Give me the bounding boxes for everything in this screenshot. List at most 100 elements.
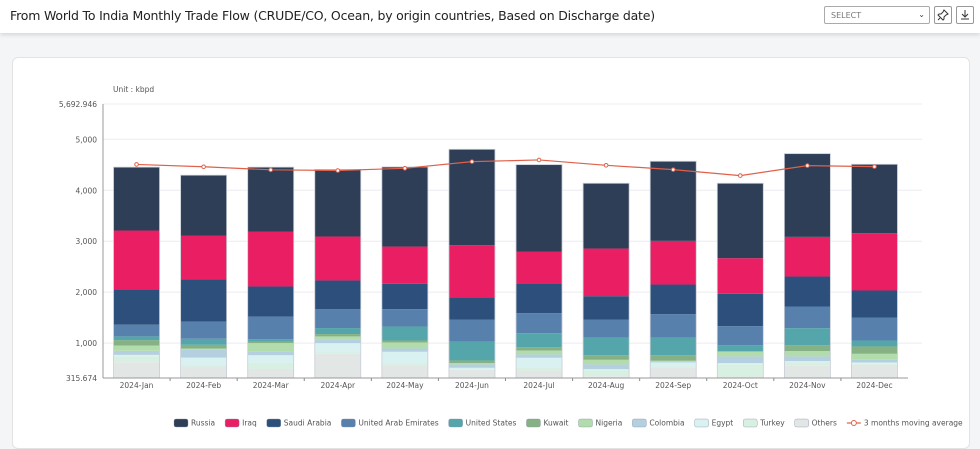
bar-segment-colombia[interactable] bbox=[650, 361, 697, 363]
bar-segment-colombia[interactable] bbox=[180, 349, 227, 358]
bar-segment-others[interactable] bbox=[583, 376, 630, 394]
bar-segment-united-arab-emirates[interactable] bbox=[180, 321, 227, 339]
bar-segment-colombia[interactable] bbox=[516, 354, 563, 358]
bar-segment-russia[interactable] bbox=[247, 167, 294, 232]
bar-segment-egypt[interactable] bbox=[851, 362, 898, 364]
bar-segment-colombia[interactable] bbox=[851, 359, 898, 363]
bar-segment-saudi-arabia[interactable] bbox=[583, 296, 630, 320]
bar-segment-egypt[interactable] bbox=[650, 362, 697, 367]
bar-segment-kuwait[interactable] bbox=[851, 346, 898, 354]
bar-segment-egypt[interactable] bbox=[381, 351, 428, 364]
bar-segment-united-arab-emirates[interactable] bbox=[113, 324, 160, 337]
bar-segment-egypt[interactable] bbox=[314, 343, 361, 353]
bar-segment-iraq[interactable] bbox=[784, 236, 831, 277]
bar-segment-colombia[interactable] bbox=[448, 364, 495, 368]
bar-segment-russia[interactable] bbox=[650, 161, 697, 241]
bar-segment-russia[interactable] bbox=[516, 164, 563, 252]
bar-segment-iraq[interactable] bbox=[583, 248, 630, 297]
bar-segment-colombia[interactable] bbox=[583, 364, 630, 370]
bar-segment-saudi-arabia[interactable] bbox=[448, 297, 495, 320]
bar-segment-iraq[interactable] bbox=[180, 235, 227, 280]
bar-segment-nigeria[interactable] bbox=[583, 359, 630, 365]
bar-segment-others[interactable] bbox=[113, 362, 160, 394]
bar-segment-saudi-arabia[interactable] bbox=[650, 284, 697, 315]
bar-segment-nigeria[interactable] bbox=[650, 360, 697, 362]
bar-segment-iraq[interactable] bbox=[113, 230, 160, 290]
bar-segment-nigeria[interactable] bbox=[717, 351, 764, 357]
bar-segment-russia[interactable] bbox=[448, 149, 495, 246]
bar-segment-nigeria[interactable] bbox=[180, 348, 227, 350]
bar-segment-united-states[interactable] bbox=[314, 328, 361, 335]
bar-segment-kuwait[interactable] bbox=[516, 347, 563, 351]
bar-segment-others[interactable] bbox=[247, 368, 294, 394]
bar-segment-russia[interactable] bbox=[851, 164, 898, 234]
bar-segment-kuwait[interactable] bbox=[583, 355, 630, 360]
bar-segment-egypt[interactable] bbox=[113, 354, 160, 357]
bar-segment-russia[interactable] bbox=[314, 169, 361, 237]
bar-segment-kuwait[interactable] bbox=[717, 351, 764, 352]
bar-segment-iraq[interactable] bbox=[851, 233, 898, 291]
bar-segment-united-states[interactable] bbox=[851, 340, 898, 347]
bar-segment-egypt[interactable] bbox=[448, 367, 495, 370]
bar-segment-egypt[interactable] bbox=[247, 355, 294, 363]
bar-segment-iraq[interactable] bbox=[448, 245, 495, 298]
bar-segment-saudi-arabia[interactable] bbox=[381, 283, 428, 310]
pin-button[interactable] bbox=[934, 6, 952, 24]
bar-segment-colombia[interactable] bbox=[381, 348, 428, 352]
bar-segment-united-arab-emirates[interactable] bbox=[314, 309, 361, 329]
bar-segment-united-arab-emirates[interactable] bbox=[583, 319, 630, 338]
bar-segment-egypt[interactable] bbox=[717, 363, 764, 365]
bar-segment-others[interactable] bbox=[851, 364, 898, 394]
bar-segment-colombia[interactable] bbox=[247, 351, 294, 356]
bar-segment-united-arab-emirates[interactable] bbox=[516, 313, 563, 334]
bar-segment-united-states[interactable] bbox=[784, 328, 831, 346]
bar-segment-turkey[interactable] bbox=[583, 370, 630, 377]
bar-segment-others[interactable] bbox=[448, 369, 495, 394]
bar-segment-iraq[interactable] bbox=[314, 236, 361, 281]
bar-segment-united-states[interactable] bbox=[381, 326, 428, 341]
bar-segment-nigeria[interactable] bbox=[448, 363, 495, 365]
bar-segment-others[interactable] bbox=[381, 365, 428, 394]
bar-segment-saudi-arabia[interactable] bbox=[516, 283, 563, 314]
bar-segment-russia[interactable] bbox=[583, 183, 630, 249]
bar-segment-colombia[interactable] bbox=[314, 339, 361, 344]
bar-segment-nigeria[interactable] bbox=[113, 345, 160, 351]
bar-segment-kuwait[interactable] bbox=[381, 340, 428, 343]
download-button[interactable] bbox=[956, 6, 974, 24]
bar-segment-saudi-arabia[interactable] bbox=[180, 279, 227, 322]
bar-segment-russia[interactable] bbox=[113, 167, 160, 231]
bar-segment-others[interactable] bbox=[717, 376, 764, 394]
bar-segment-kuwait[interactable] bbox=[180, 344, 227, 349]
bar-segment-iraq[interactable] bbox=[717, 258, 764, 294]
bar-segment-turkey[interactable] bbox=[381, 363, 428, 366]
bar-segment-saudi-arabia[interactable] bbox=[113, 289, 160, 325]
bar-segment-united-arab-emirates[interactable] bbox=[784, 306, 831, 329]
bar-segment-united-states[interactable] bbox=[717, 345, 764, 352]
bar-segment-others[interactable] bbox=[516, 370, 563, 394]
bar-segment-turkey[interactable] bbox=[650, 366, 697, 368]
bar-segment-iraq[interactable] bbox=[247, 231, 294, 287]
bar-segment-united-arab-emirates[interactable] bbox=[381, 309, 428, 327]
bar-segment-kuwait[interactable] bbox=[247, 341, 294, 344]
bar-segment-turkey[interactable] bbox=[314, 352, 361, 354]
bar-segment-turkey[interactable] bbox=[851, 363, 898, 365]
bar-segment-iraq[interactable] bbox=[516, 251, 563, 284]
bar-segment-kuwait[interactable] bbox=[650, 355, 697, 361]
bar-segment-kuwait[interactable] bbox=[448, 360, 495, 364]
bar-segment-saudi-arabia[interactable] bbox=[247, 286, 294, 317]
bar-segment-united-arab-emirates[interactable] bbox=[247, 316, 294, 340]
bar-segment-nigeria[interactable] bbox=[784, 351, 831, 357]
bar-segment-egypt[interactable] bbox=[583, 369, 630, 371]
bar-segment-colombia[interactable] bbox=[717, 356, 764, 364]
bar-segment-united-states[interactable] bbox=[247, 339, 294, 342]
bar-segment-colombia[interactable] bbox=[784, 356, 831, 362]
bar-segment-kuwait[interactable] bbox=[314, 334, 361, 337]
bar-segment-united-states[interactable] bbox=[583, 337, 630, 356]
bar-segment-russia[interactable] bbox=[717, 183, 764, 259]
bar-segment-united-arab-emirates[interactable] bbox=[851, 317, 898, 341]
bar-segment-saudi-arabia[interactable] bbox=[314, 280, 361, 310]
bar-segment-russia[interactable] bbox=[381, 166, 428, 247]
bar-segment-egypt[interactable] bbox=[180, 357, 227, 365]
bar-segment-saudi-arabia[interactable] bbox=[784, 276, 831, 307]
bar-segment-united-states[interactable] bbox=[180, 338, 227, 345]
